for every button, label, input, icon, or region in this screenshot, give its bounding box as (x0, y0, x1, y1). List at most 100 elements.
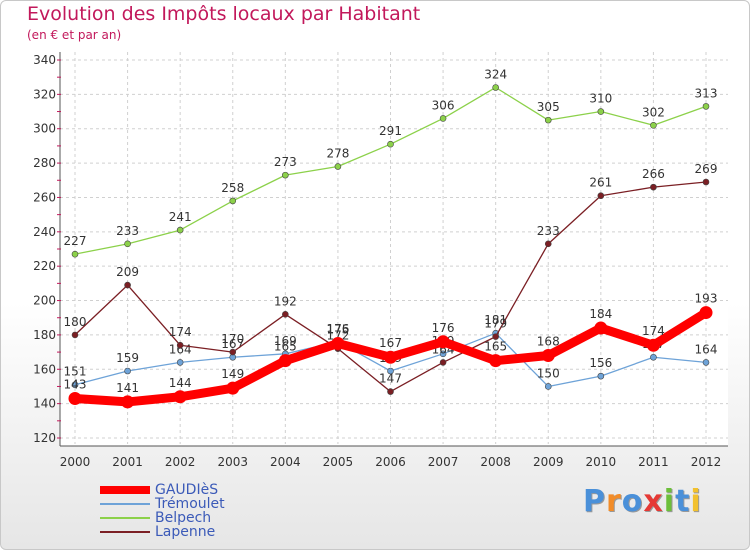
series-belpech: 227 233 241 258 273 278 291 306 324 305 310 302 313 (64, 67, 718, 258)
data-point-belpech (334, 163, 342, 170)
data-label-belpech: 273 (274, 155, 297, 169)
data-label-lapenne: 180 (64, 315, 87, 329)
y-tick-label-1: 140 (33, 397, 56, 411)
x-tick-label-7: 2007 (428, 455, 459, 469)
data-point-lapenne (702, 178, 710, 186)
data-point-gaudi-s (226, 381, 240, 395)
data-point-lapenne (597, 192, 605, 200)
y-tick-label-6: 240 (33, 225, 56, 239)
data-label-gaudi-s: 184 (589, 307, 612, 321)
data-point-belpech (650, 121, 657, 129)
x-tick-label-4: 2004 (270, 455, 301, 469)
data-label-belpech: 258 (221, 181, 244, 195)
data-point-gaudi-s (384, 350, 397, 364)
data-label-lapenne: 170 (221, 332, 244, 346)
data-point-belpech (544, 116, 552, 124)
data-point-belpech (702, 103, 710, 110)
data-point-lapenne (71, 331, 79, 339)
data-point-gaudi-s (331, 337, 345, 350)
x-tick-label-1: 2001 (112, 455, 143, 469)
data-point-belpech (229, 197, 237, 205)
data-label-gaudi-s: 168 (537, 335, 560, 349)
data-label-belpech: 305 (537, 100, 560, 114)
y-tick-label-4: 200 (33, 294, 56, 308)
data-label-lapenne: 233 (537, 224, 560, 238)
x-tick-label-2: 2002 (165, 455, 196, 469)
legend-swatch (100, 486, 150, 494)
data-point-tr-moulet (124, 367, 131, 375)
y-tick-label-5: 220 (33, 259, 56, 273)
data-point-belpech (439, 115, 447, 122)
y-tick-label-0: 120 (33, 431, 56, 445)
data-point-lapenne (650, 183, 657, 191)
data-label-gaudi-s: 174 (642, 324, 665, 338)
data-point-tr-moulet (71, 381, 79, 389)
data-label-belpech: 227 (64, 234, 87, 248)
data-label-tr-moulet: 159 (116, 351, 139, 365)
legend-swatch (100, 503, 150, 505)
chart-title: Evolution des Impôts locaux par Habitant (27, 3, 421, 25)
data-label-lapenne: 174 (169, 325, 192, 339)
data-label-belpech: 324 (484, 67, 507, 81)
data-point-gaudi-s (121, 395, 135, 409)
data-point-belpech (282, 171, 289, 179)
data-point-gaudi-s (68, 391, 82, 405)
data-point-tr-moulet (439, 350, 447, 358)
data-point-tr-moulet (650, 353, 657, 361)
x-tick-label-3: 2003 (217, 455, 248, 469)
x-tick-label-8: 2008 (480, 455, 511, 469)
data-point-belpech (387, 140, 394, 148)
data-label-gaudi-s: 144 (169, 376, 192, 390)
y-tick-label-11: 340 (33, 53, 56, 67)
data-label-lapenne: 172 (326, 329, 349, 343)
y-tick-label-3: 180 (33, 328, 56, 342)
data-label-lapenne: 147 (379, 372, 402, 386)
data-label-gaudi-s: 176 (432, 321, 455, 335)
data-label-belpech: 241 (169, 210, 192, 224)
legend-swatch (100, 517, 150, 519)
data-label-gaudi-s: 143 (64, 377, 87, 391)
data-point-belpech (176, 226, 184, 234)
data-label-gaudi-s: 165 (484, 340, 507, 354)
series-gaudi-s: 143 141 144 149 165 175 167 176 165 168 184 174 193 (64, 292, 718, 409)
data-label-belpech: 302 (642, 105, 665, 119)
legend-label: Lapenne (155, 524, 216, 540)
data-label-tr-moulet: 156 (589, 356, 612, 370)
data-point-lapenne (282, 310, 289, 318)
plot-area (60, 52, 728, 446)
data-point-belpech (492, 84, 499, 91)
data-point-belpech (71, 250, 79, 258)
data-point-gaudi-s (541, 349, 555, 363)
data-point-lapenne (439, 359, 447, 366)
x-tick-label-10: 2010 (586, 455, 617, 469)
data-label-tr-moulet: 150 (537, 366, 560, 380)
data-label-belpech: 313 (695, 86, 718, 100)
data-point-gaudi-s (646, 338, 660, 352)
y-tick-label-2: 160 (33, 362, 56, 376)
data-point-tr-moulet (176, 359, 184, 366)
data-point-lapenne (387, 388, 394, 395)
data-label-lapenne: 179 (484, 317, 507, 331)
data-point-tr-moulet (387, 367, 394, 375)
x-tick-label-5: 2005 (323, 455, 354, 469)
data-label-belpech: 233 (116, 224, 139, 238)
data-point-gaudi-s (436, 335, 450, 349)
series-tr-moulet: 151159164167169176159169181150156167164 (64, 313, 717, 390)
data-point-gaudi-s (699, 306, 713, 320)
data-label-tr-moulet: 176 (326, 322, 349, 336)
data-label-gaudi-s: 175 (326, 323, 349, 337)
data-point-belpech (597, 108, 605, 115)
data-label-lapenne: 192 (274, 294, 297, 308)
data-label-tr-moulet: 181 (484, 313, 507, 327)
data-label-gaudi-s: 193 (695, 292, 718, 306)
data-point-lapenne (492, 333, 499, 340)
data-point-lapenne (124, 281, 131, 289)
data-label-gaudi-s: 167 (379, 336, 402, 350)
data-label-belpech: 306 (432, 98, 455, 112)
data-point-lapenne (544, 240, 552, 248)
data-label-lapenne: 209 (116, 265, 139, 279)
y-tick-label-7: 260 (33, 190, 56, 204)
data-label-belpech: 310 (589, 92, 612, 106)
legend-swatch (100, 531, 150, 533)
